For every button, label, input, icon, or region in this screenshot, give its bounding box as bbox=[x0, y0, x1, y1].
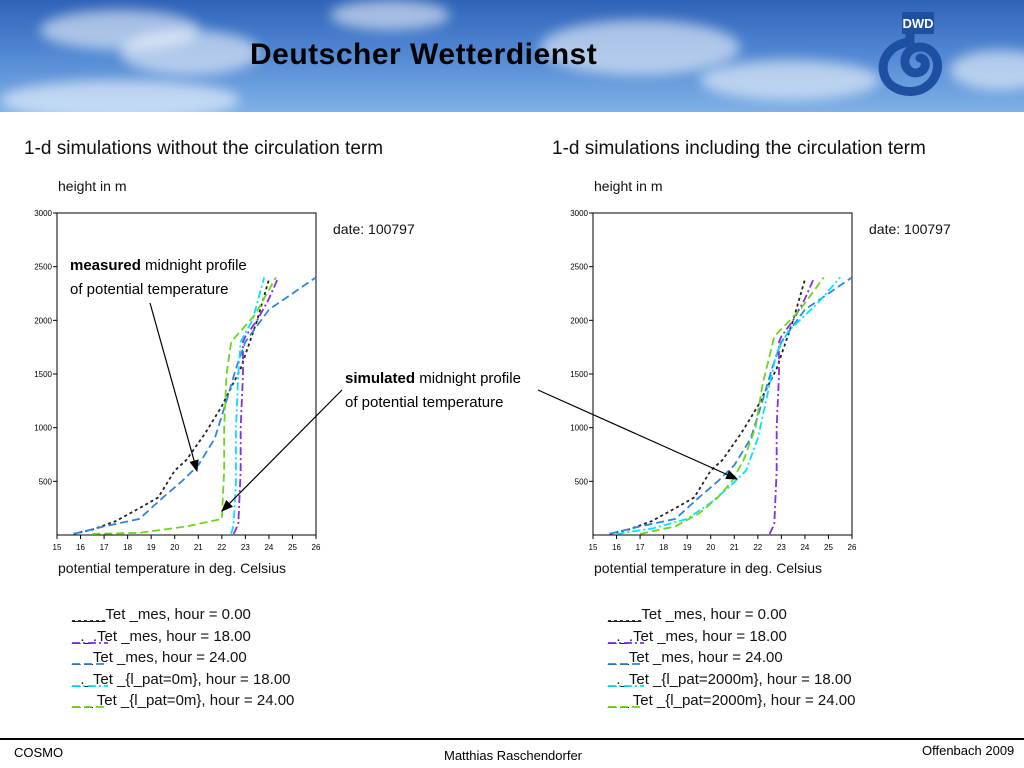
left-legend-label: _ _Tet _mes, hour = 24.00 bbox=[72, 649, 247, 666]
right-legend-entry: _ _Tet _mes, hour = 24.00 bbox=[608, 649, 783, 666]
footer-left: COSMO bbox=[14, 745, 64, 760]
right-y-tick-label: 2000 bbox=[570, 316, 588, 325]
dwd-logo-text: DWD bbox=[902, 16, 933, 31]
right-x-tick-label: 25 bbox=[824, 543, 833, 552]
header-banner: Deutscher Wetterdienst DWD bbox=[0, 0, 1024, 112]
right-legend-swatch bbox=[608, 641, 644, 644]
measured-bold: measured bbox=[70, 257, 141, 274]
left-legend-entry: _ _ Tet _{l_pat=0m}, hour = 24.00 bbox=[72, 692, 294, 709]
left-legend-entry: _ _Tet _mes, hour = 24.00 bbox=[72, 649, 247, 666]
left-y-tick-label: 500 bbox=[39, 477, 53, 486]
left-x-tick-label: 19 bbox=[147, 543, 156, 552]
left-legend-swatch bbox=[72, 684, 108, 687]
left-legend-entry: _._.Tet _mes, hour = 18.00 bbox=[72, 628, 251, 645]
left-x-tick-label: 17 bbox=[100, 543, 109, 552]
left-y-tick-label: 3000 bbox=[34, 209, 52, 218]
left-legend-label: _._.Tet _mes, hour = 18.00 bbox=[72, 627, 251, 645]
left-legend-swatch bbox=[72, 620, 108, 622]
right-chart-title: 1-d simulations including the circulatio… bbox=[552, 138, 926, 159]
right-legend-entry: _ _ Tet _{l_pat=2000m}, hour = 24.00 bbox=[608, 692, 855, 709]
left-legend-entry: _._Tet _{l_pat=0m}, hour = 18.00 bbox=[72, 671, 291, 688]
simulated-bold: simulated bbox=[345, 370, 416, 387]
right-x-tick-label: 17 bbox=[636, 543, 645, 552]
left-legend-label: ____Tet _mes, hour = 0.00 bbox=[72, 606, 251, 623]
simulated-annotation: simulated midnight profile of potential … bbox=[345, 367, 521, 415]
simulated-rest: midnight profile bbox=[419, 370, 521, 387]
right-legend-entry: ____Tet _mes, hour = 0.00 bbox=[608, 606, 787, 623]
left-legend-swatch bbox=[72, 706, 108, 708]
right-y-tick-label: 1500 bbox=[570, 370, 588, 379]
right-x-tick-label: 18 bbox=[659, 543, 668, 552]
left-y-tick-label: 1000 bbox=[34, 424, 52, 433]
right-y-tick-label: 2500 bbox=[570, 263, 588, 272]
left-x-tick-label: 26 bbox=[312, 543, 321, 552]
left-x-tick-label: 21 bbox=[194, 543, 203, 552]
right-legend-swatch bbox=[608, 684, 644, 687]
footer-right: Offenbach 2009 bbox=[922, 743, 1015, 758]
right-date-label: date: 100797 bbox=[869, 221, 951, 237]
right-legend-swatch bbox=[608, 663, 644, 665]
right-legend-label: _ _ Tet _{l_pat=2000m}, hour = 24.00 bbox=[608, 692, 856, 709]
right-x-tick-label: 22 bbox=[753, 543, 762, 552]
left-x-tick-label: 18 bbox=[123, 543, 132, 552]
left-legend-label: _ _ Tet _{l_pat=0m}, hour = 24.00 bbox=[72, 692, 295, 709]
left-legend-label: _._Tet _{l_pat=0m}, hour = 18.00 bbox=[72, 670, 291, 688]
right-legend-swatch bbox=[608, 620, 644, 622]
footer-center: Matthias Raschendorfer bbox=[444, 748, 583, 763]
right-x-tick-label: 16 bbox=[612, 543, 621, 552]
measured-line2: of potential temperature bbox=[70, 281, 229, 298]
right-x-tick-label: 20 bbox=[706, 543, 715, 552]
right-series-line-2 bbox=[609, 276, 853, 535]
right-y-axis-label: height in m bbox=[594, 178, 663, 194]
right-plot-frame bbox=[592, 212, 853, 536]
left-y-tick-label: 2500 bbox=[34, 263, 52, 272]
dwd-logo: DWD bbox=[878, 12, 943, 96]
simulated-line2: of potential temperature bbox=[345, 394, 504, 411]
measured-annotation: measured midnight profile of potential t… bbox=[70, 254, 247, 302]
left-x-tick-label: 23 bbox=[241, 543, 250, 552]
right-legend-swatch bbox=[608, 706, 644, 708]
right-x-axis-label: potential temperature in deg. Celsius bbox=[594, 560, 823, 576]
right-x-tick-label: 21 bbox=[730, 543, 739, 552]
left-chart-title: 1-d simulations without the circulation … bbox=[24, 138, 384, 159]
right-series-line-3 bbox=[616, 276, 841, 535]
left-x-tick-label: 16 bbox=[76, 543, 85, 552]
left-series-line-2 bbox=[73, 276, 317, 535]
right-legend-label: ____Tet _mes, hour = 0.00 bbox=[608, 606, 787, 623]
right-legend-label: _._.Tet _mes, hour = 18.00 bbox=[608, 627, 787, 645]
left-y-axis-label: height in m bbox=[58, 178, 127, 194]
left-y-tick-label: 1500 bbox=[34, 370, 52, 379]
left-legend-swatch bbox=[72, 663, 108, 665]
left-series-line-4 bbox=[92, 276, 277, 535]
left-x-tick-label: 22 bbox=[217, 543, 226, 552]
right-legend-label: _._Tet _{l_pat=2000m}, hour = 18.00 bbox=[608, 670, 852, 688]
right-y-tick-label: 500 bbox=[575, 477, 589, 486]
left-x-tick-label: 15 bbox=[53, 543, 62, 552]
left-x-tick-label: 24 bbox=[264, 543, 273, 552]
right-x-tick-label: 23 bbox=[777, 543, 786, 552]
right-legend-label: _ _Tet _mes, hour = 24.00 bbox=[608, 649, 783, 666]
left-x-tick-label: 25 bbox=[288, 543, 297, 552]
right-legend-entry: _._Tet _{l_pat=2000m}, hour = 18.00 bbox=[608, 671, 852, 688]
left-x-axis-label: potential temperature in deg. Celsius bbox=[58, 560, 287, 576]
left-x-tick-label: 20 bbox=[170, 543, 179, 552]
right-x-tick-label: 26 bbox=[848, 543, 857, 552]
left-legend-swatch bbox=[72, 641, 108, 644]
right-y-tick-label: 1000 bbox=[570, 424, 588, 433]
right-series-line-1 bbox=[768, 277, 816, 535]
right-legend-entry: _._.Tet _mes, hour = 18.00 bbox=[608, 628, 787, 645]
measured-rest: midnight profile bbox=[145, 257, 247, 274]
left-y-tick-label: 2000 bbox=[34, 316, 52, 325]
right-series-line-4 bbox=[639, 276, 825, 535]
site-title: Deutscher Wetterdienst bbox=[250, 38, 598, 71]
footer-rule bbox=[0, 738, 1024, 740]
right-x-tick-label: 19 bbox=[683, 543, 692, 552]
right-x-tick-label: 24 bbox=[800, 543, 809, 552]
left-date-label: date: 100797 bbox=[333, 221, 415, 237]
right-x-tick-label: 15 bbox=[589, 543, 598, 552]
right-y-tick-label: 3000 bbox=[570, 209, 588, 218]
left-legend-entry: ____Tet _mes, hour = 0.00 bbox=[72, 606, 251, 623]
